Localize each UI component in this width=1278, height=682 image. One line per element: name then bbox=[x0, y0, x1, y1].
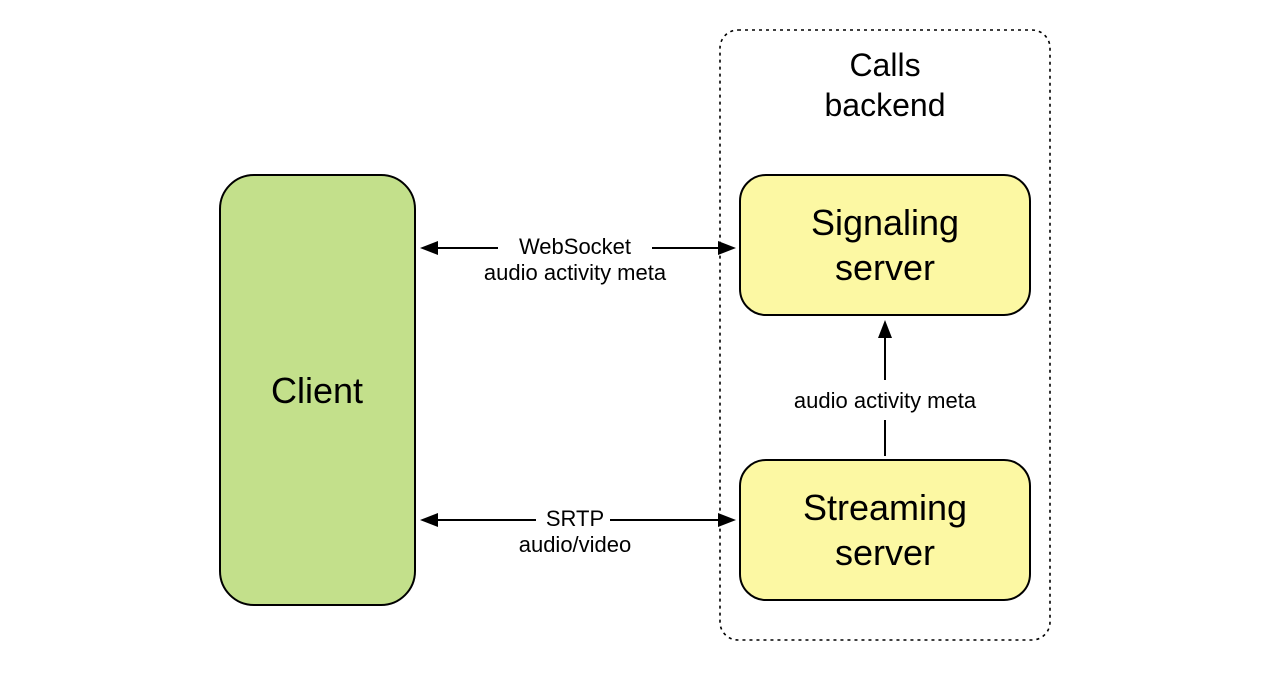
client-streaming-label2: audio/video bbox=[519, 532, 632, 557]
client-label: Client bbox=[271, 370, 363, 411]
streaming-signaling-edge: audio activity meta bbox=[794, 320, 977, 456]
streaming-signaling-label: audio activity meta bbox=[794, 388, 977, 413]
streaming-label-line2: server bbox=[835, 532, 935, 573]
streaming-label-line1: Streaming bbox=[803, 487, 967, 528]
client-signaling-label1: WebSocket bbox=[519, 234, 631, 259]
backend-title-line2: backend bbox=[825, 87, 946, 123]
streaming-node bbox=[740, 460, 1030, 600]
signaling-label-line2: server bbox=[835, 247, 935, 288]
client-signaling-label2: audio activity meta bbox=[484, 260, 667, 285]
signaling-node bbox=[740, 175, 1030, 315]
signaling-label-line1: Signaling bbox=[811, 202, 959, 243]
client-signaling-edge: WebSocketaudio activity meta bbox=[420, 234, 736, 285]
backend-title-line1: Calls bbox=[849, 47, 920, 83]
client-streaming-label1: SRTP bbox=[546, 506, 604, 531]
client-streaming-edge: SRTPaudio/video bbox=[420, 506, 736, 557]
